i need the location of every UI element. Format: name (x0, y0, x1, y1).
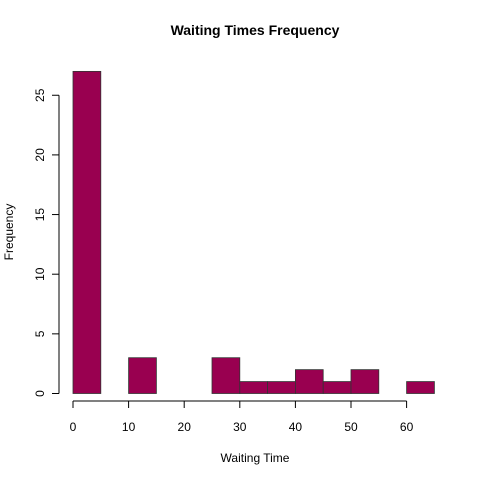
x-tick-label: 30 (233, 420, 247, 434)
x-axis: 0 10 20 30 40 50 60 (70, 400, 414, 434)
histogram-bar (406, 381, 435, 394)
y-tick-label: 5 (33, 330, 47, 337)
x-tick-label: 50 (344, 420, 358, 434)
x-tick-label: 0 (70, 420, 77, 434)
y-tick-label: 15 (33, 208, 47, 222)
histogram-bar (294, 369, 324, 394)
x-tick-label: 40 (289, 420, 303, 434)
x-axis-label: Waiting Time (221, 451, 290, 465)
histogram-bar (211, 357, 241, 394)
histogram-bar (267, 381, 296, 394)
chart-title: Waiting Times Frequency (171, 22, 340, 38)
x-tick-label: 20 (178, 420, 192, 434)
y-tick-label: 25 (33, 88, 47, 102)
histogram-bar (128, 357, 157, 394)
y-axis-label: Frequency (2, 204, 16, 261)
y-tick-label: 10 (33, 267, 47, 281)
histogram-bar (239, 381, 269, 394)
y-axis: 0 5 10 15 20 25 (33, 88, 60, 397)
bars-group (72, 70, 435, 394)
histogram-bar (322, 381, 352, 394)
x-tick-label: 60 (400, 420, 414, 434)
y-tick-label: 0 (33, 390, 47, 397)
histogram-bar (72, 70, 102, 394)
y-tick-label: 20 (33, 148, 47, 162)
x-tick-label: 10 (122, 420, 136, 434)
histogram-bar (350, 369, 380, 394)
